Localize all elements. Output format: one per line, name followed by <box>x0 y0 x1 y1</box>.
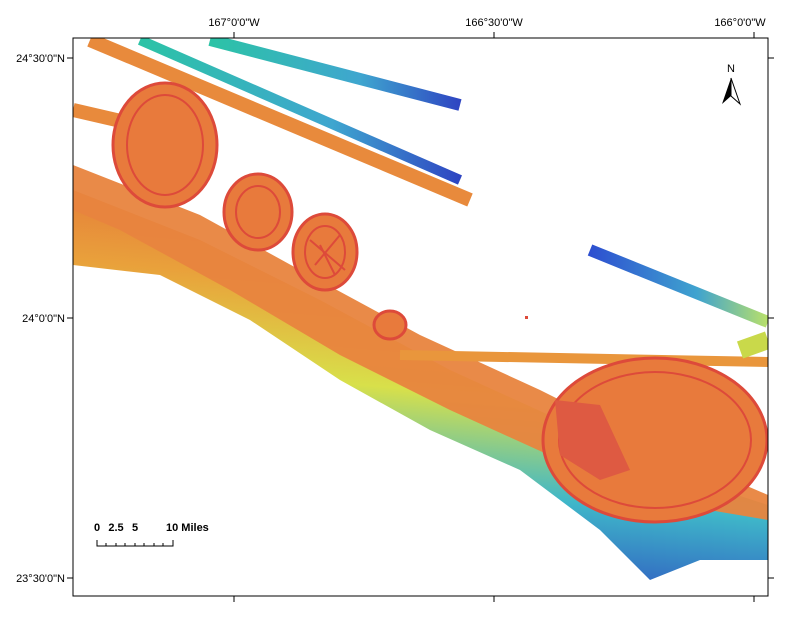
survey-grid <box>555 400 630 480</box>
latitude-label: 23°30'0"N <box>16 573 65 585</box>
longitude-label: 166°30'0"W <box>465 17 523 29</box>
scale-label: 2.5 <box>108 522 123 534</box>
point <box>525 316 528 319</box>
ticks <box>67 32 774 602</box>
track <box>137 38 463 185</box>
track <box>736 331 768 359</box>
latitude-label: 24°30'0"N <box>16 53 65 65</box>
scale-bar: 0 2.5 5 10 Miles <box>94 522 209 547</box>
scale-label: 10 Miles <box>166 522 209 534</box>
scale-label: 0 <box>94 522 100 534</box>
map-frame <box>72 37 769 597</box>
north-arrow: N <box>722 63 742 106</box>
scale-label: 5 <box>132 522 138 534</box>
survey-loops <box>111 81 768 524</box>
track <box>87 38 473 207</box>
track <box>208 38 462 111</box>
longitude-label: 166°0'0"W <box>714 17 766 29</box>
latitude-label: 24°0'0"N <box>22 313 65 325</box>
north-label: N <box>727 63 735 75</box>
track <box>399 350 768 367</box>
track <box>587 244 768 328</box>
bathymetry <box>73 38 768 580</box>
longitude-label: 167°0'0"W <box>208 17 260 29</box>
